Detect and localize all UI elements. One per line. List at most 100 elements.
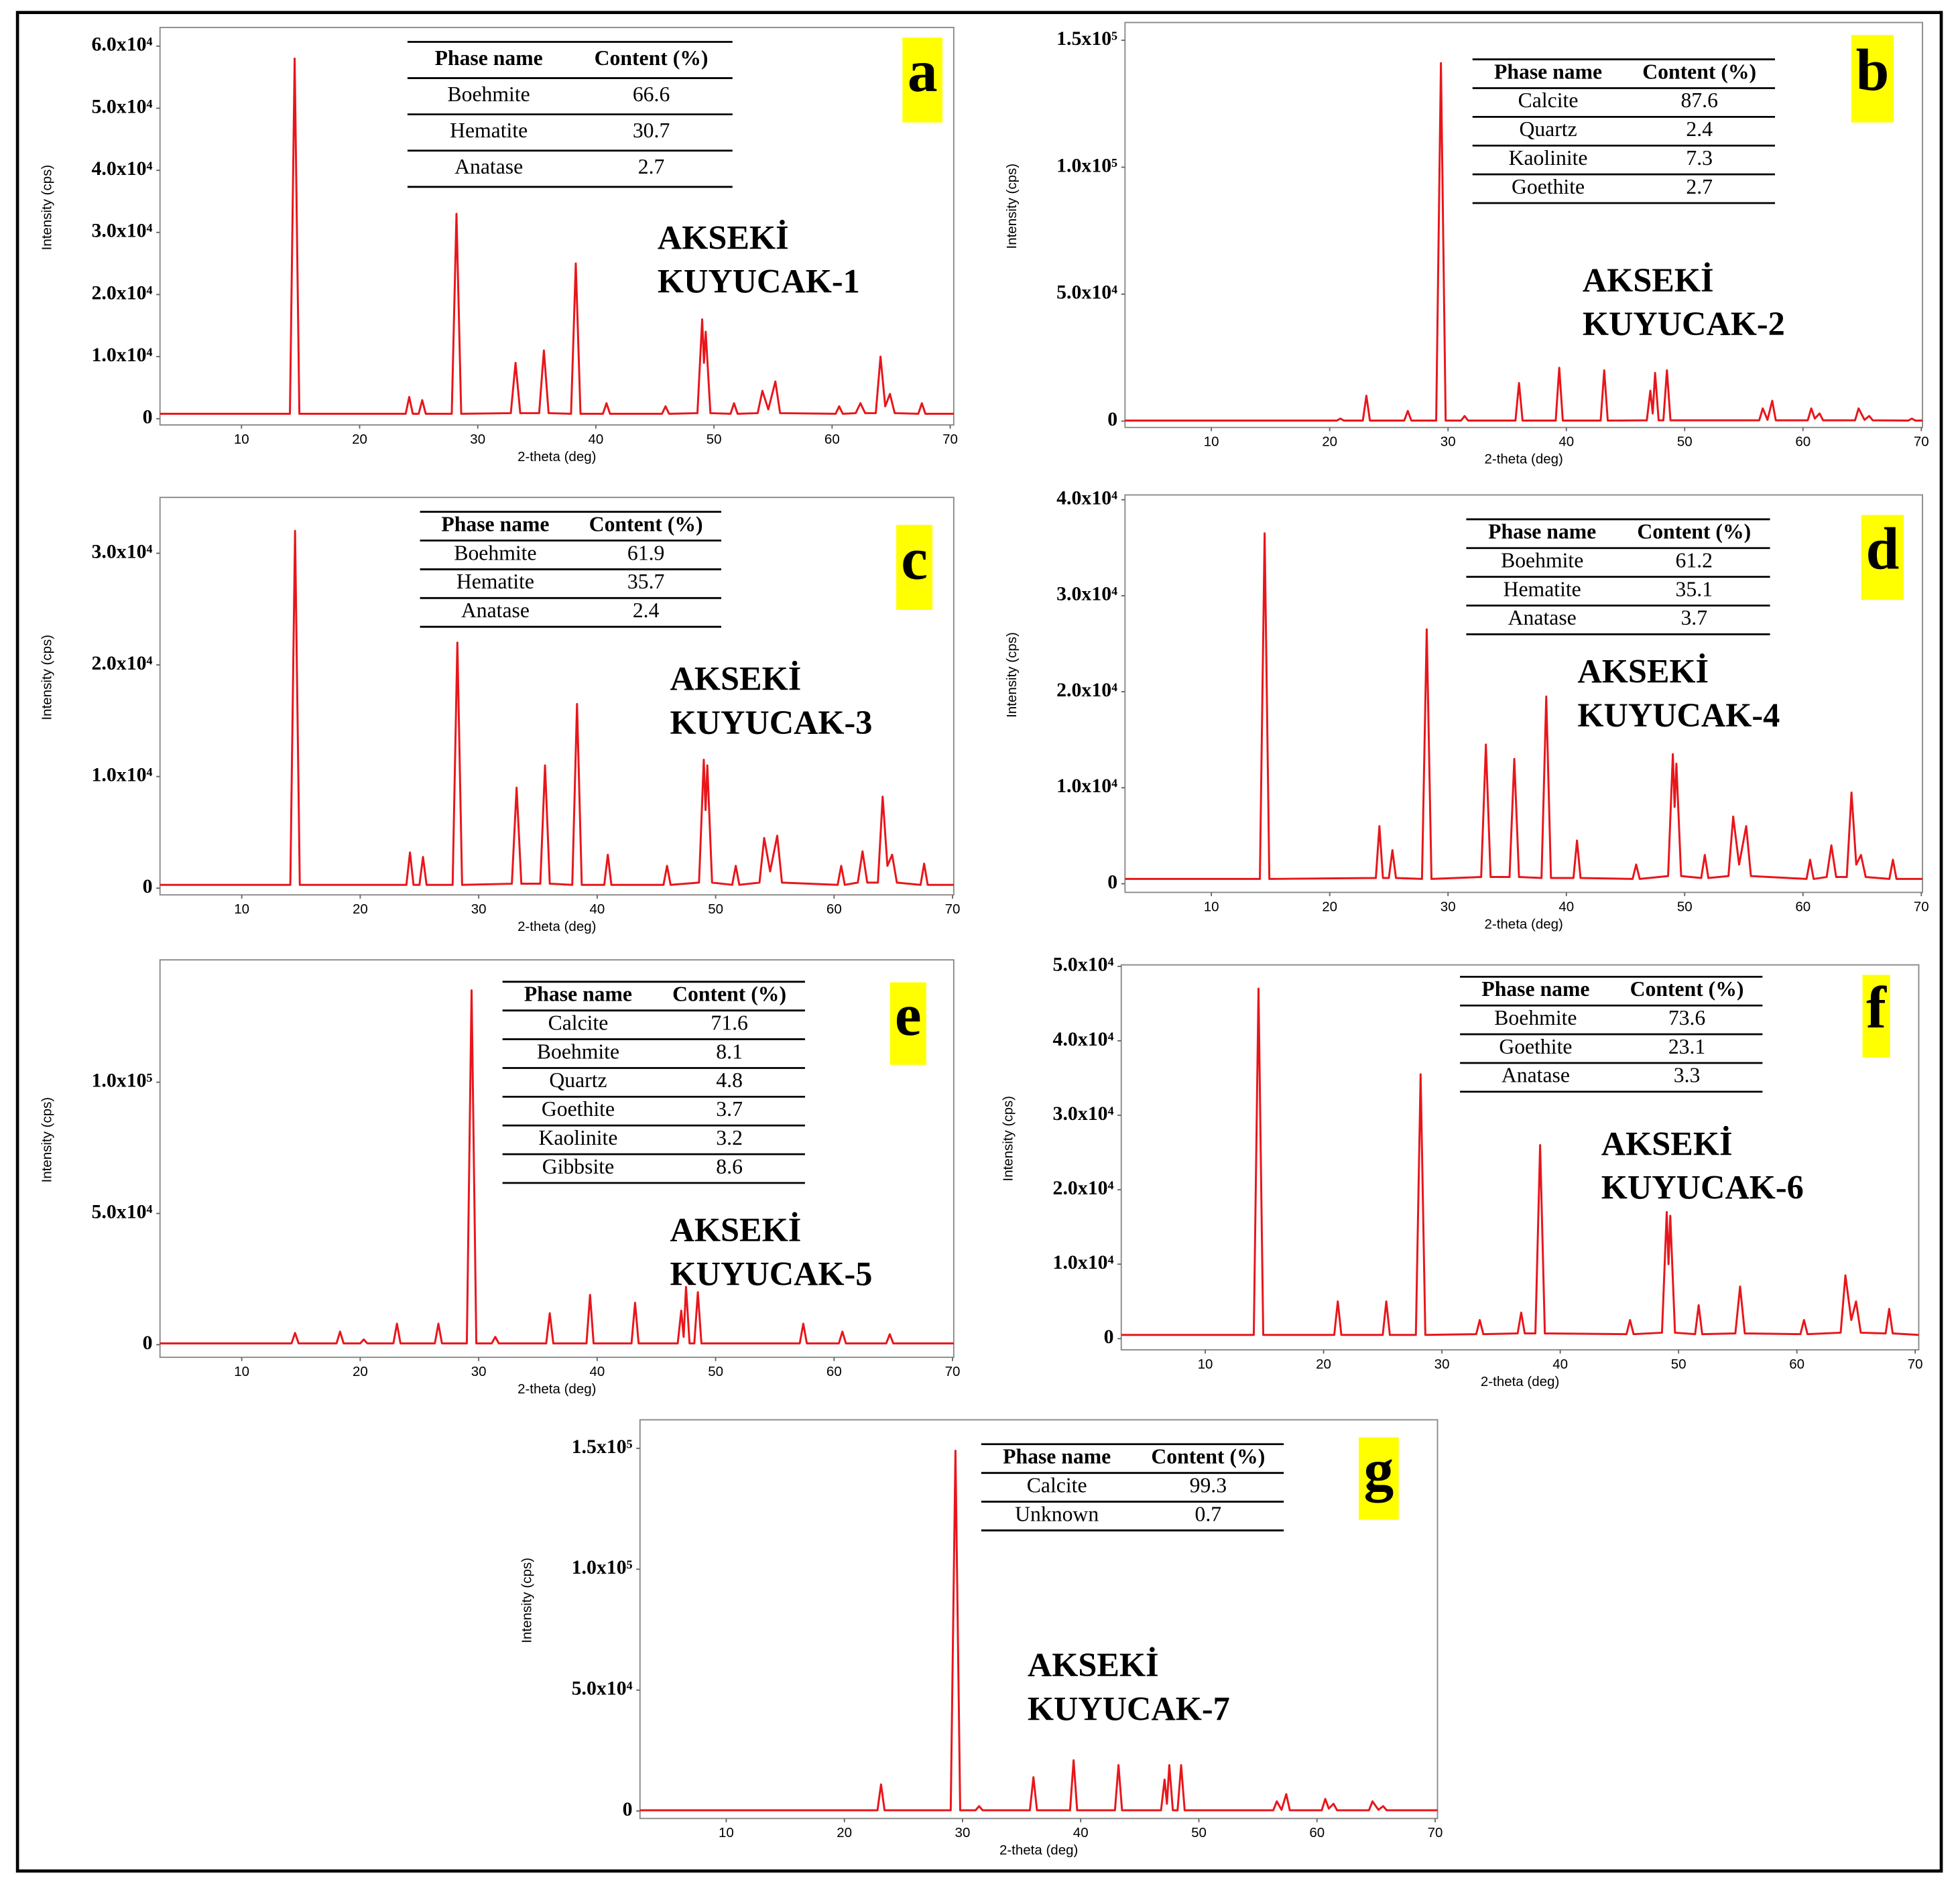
table-cell: Calcite [1027,1473,1087,1497]
x-tick-label: 20 [353,901,368,917]
y-axis-label: Intensity (cps) [39,165,54,251]
x-tick-label: 20 [1322,434,1337,450]
panel-label: f [1866,975,1887,1041]
x-tick-label: 60 [824,432,840,447]
table-cell: Boehmite [1494,1006,1577,1029]
table-cell: 35.1 [1676,577,1713,601]
table-cell: 23.1 [1668,1035,1705,1058]
y-axis-label: Intensity (cps) [519,1558,534,1643]
table-cell: 73.6 [1668,1006,1705,1029]
x-tick-label: 70 [942,432,958,447]
panel-label-bg [1861,515,1904,601]
y-axis-label: Intensity (cps) [1004,632,1020,718]
x-tick-label: 30 [955,1825,971,1840]
x-tick-label: 30 [471,901,487,917]
panel-label-bg [1862,975,1890,1058]
table-cell: 2.4 [1686,117,1713,141]
x-tick-label: 60 [826,901,842,917]
table-cell: Boehmite [1501,548,1583,572]
table-header: Content (%) [595,46,709,70]
panel-label: a [908,38,938,105]
table-cell: 3.7 [716,1097,743,1121]
y-tick-label: 3.0x10⁴ [92,220,153,242]
x-tick-label: 50 [1677,434,1693,450]
outer-border [15,11,1943,1873]
panel-label: c [901,525,928,592]
diffraction-line [160,57,954,415]
sample-label: KUYUCAK-5 [670,1255,873,1292]
y-tick-label: 0 [1104,1326,1114,1348]
x-tick-label: 10 [234,432,249,447]
panel-label: b [1856,37,1890,103]
table-cell: 2.4 [633,599,660,622]
sample-label: AKSEKİ [1583,261,1714,299]
diffraction-line [160,989,954,1344]
x-tick-label: 40 [589,1364,605,1379]
table-cell: Anatase [1502,1064,1570,1087]
x-tick-label: 60 [1795,434,1811,450]
table-cell: Anatase [461,599,530,622]
table-header: Phase name [441,512,549,536]
x-tick-label: 10 [234,1364,249,1379]
table-cell: Boehmite [454,541,536,564]
y-tick-label: 4.0x10⁴ [1056,487,1117,509]
y-tick-label: 1.5x10⁵ [572,1436,633,1458]
y-tick-label: 1.0x10⁵ [572,1556,633,1578]
x-tick-label: 20 [1322,899,1337,914]
x-tick-label: 40 [1558,434,1574,450]
table-cell: 2.7 [638,155,665,178]
table-cell: Gibbsite [542,1155,614,1178]
x-tick-label: 60 [826,1364,842,1379]
sample-label: AKSEKİ [1028,1646,1159,1684]
x-tick-label: 40 [1073,1825,1089,1840]
panel-label-bg [1851,35,1894,123]
x-tick-label: 30 [1434,1357,1450,1372]
table-cell: Boehmite [448,82,530,106]
y-tick-label: 1.0x10⁵ [1056,154,1117,176]
x-tick-label: 50 [708,1364,723,1379]
table-cell: Hematite [1504,577,1581,601]
plot-frame [1124,494,1923,893]
table-cell: 3.3 [1674,1064,1701,1087]
y-tick-label: 1.0x10⁴ [92,763,153,786]
panel-label-bg [896,525,933,611]
y-tick-label: 0 [143,406,153,428]
table-cell: Calcite [548,1011,609,1034]
panel-label: e [895,982,922,1048]
table-header: Content (%) [672,983,786,1006]
x-tick-label: 20 [837,1825,852,1840]
y-axis-label: Intensity (cps) [1004,164,1020,249]
y-tick-label: 0 [143,1332,153,1354]
y-axis-label: Intensity (cps) [1000,1096,1016,1182]
table-cell: Goethite [1499,1035,1572,1058]
y-tick-label: 0 [143,875,153,897]
sample-label: AKSEKİ [1601,1125,1733,1162]
sample-label: AKSEKİ [670,1211,802,1249]
table-cell: 87.6 [1680,88,1717,112]
y-tick-label: 5.0x10⁴ [572,1678,633,1700]
plot-frame [1120,964,1920,1351]
plot-frame [1124,21,1923,428]
table-cell: 61.9 [627,541,664,564]
y-tick-label: 1.5x10⁵ [1056,27,1117,50]
x-tick-label: 50 [707,432,722,447]
table-cell: Goethite [1512,175,1585,198]
y-axis-label: Intensity (cps) [39,635,54,720]
sample-label: KUYUCAK-3 [670,704,873,741]
x-tick-label: 10 [1198,1357,1213,1372]
x-axis-label: 2-theta (deg) [1484,916,1563,932]
y-tick-label: 3.0x10⁴ [92,540,153,562]
panel-label: g [1363,1437,1394,1503]
x-tick-label: 10 [234,901,249,917]
table-header: Content (%) [1642,60,1756,83]
diffraction-line [639,1450,1438,1812]
x-tick-label: 30 [471,1364,487,1379]
y-tick-label: 5.0x10⁴ [92,1200,153,1222]
diffraction-line [1125,62,1923,422]
table-header: Phase name [1481,977,1589,1001]
y-axis-label: Intensity (cps) [39,1097,54,1183]
diffraction-line [1121,987,1919,1336]
x-tick-label: 20 [353,1364,368,1379]
table-cell: 35.7 [627,570,664,593]
